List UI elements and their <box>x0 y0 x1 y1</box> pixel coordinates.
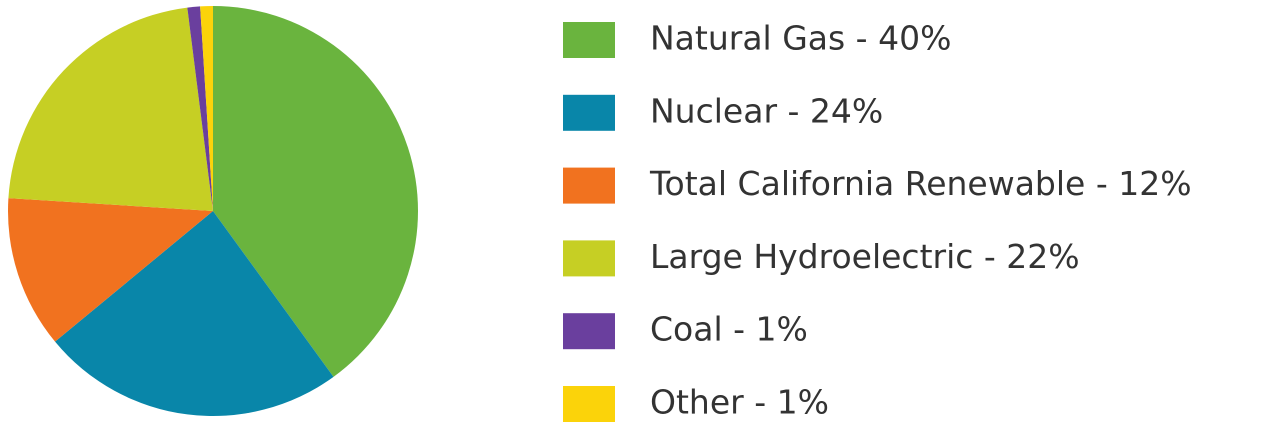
legend-swatch <box>563 94 615 131</box>
legend-label: Other - 1% <box>650 383 829 422</box>
legend-swatch <box>563 240 615 277</box>
legend-swatch <box>563 22 615 58</box>
pie-slice <box>8 198 214 342</box>
legend-label: Nuclear - 24% <box>650 91 883 130</box>
legend-label: Natural Gas - 40% <box>650 19 951 58</box>
pie-slice <box>187 6 213 211</box>
legend-swatch <box>563 167 615 204</box>
pie-slice <box>213 6 418 377</box>
legend-label: Total California Renewable - 12% <box>649 164 1192 203</box>
legend-label: Large Hydroelectric - 22% <box>650 237 1080 276</box>
legend-swatch <box>563 313 615 350</box>
legend-label: Coal - 1% <box>650 310 808 349</box>
pie-slice <box>55 211 334 416</box>
legend-swatch <box>563 386 615 422</box>
pie-slice <box>8 7 213 212</box>
pie-slice <box>200 6 213 211</box>
